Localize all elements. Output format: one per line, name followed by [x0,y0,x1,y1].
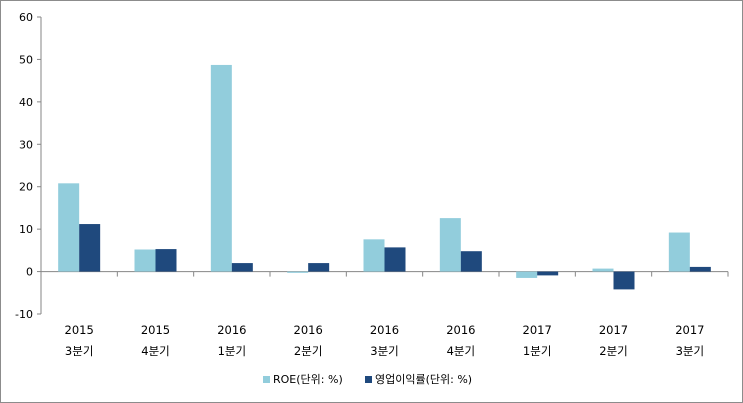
legend-swatch [263,376,270,383]
x-category-year-label: 2017 [599,323,628,337]
operating-margin-bar [308,263,330,272]
operating-margin-bar [231,263,253,272]
x-category-year-label: 2017 [523,323,552,337]
x-category-year-label: 2015 [65,323,94,337]
x-category-year-label: 2016 [370,323,399,337]
y-tick-label: 50 [19,53,33,66]
roe-bar [58,183,80,272]
operating-margin-bar [79,224,101,272]
x-category-quarter-label: 4분기 [447,344,475,358]
operating-margin-bar [613,271,635,290]
roe-bar [592,268,614,272]
y-tick-label: 20 [19,181,33,194]
x-category-quarter-label: 3분기 [676,344,704,358]
roe-bar [516,271,538,278]
roe-bar [668,232,690,272]
x-category-quarter-label: 2분기 [294,344,322,358]
operating-margin-bar [689,266,711,272]
legend-label: ROE(단위: %) [273,373,343,386]
legend-swatch [365,376,372,383]
legend-label: 영업이익률(단위: %) [375,373,472,386]
x-category-year-label: 2016 [446,323,475,337]
roe-bar [439,218,461,272]
operating-margin-bar [384,247,406,272]
operating-margin-bar [155,249,177,272]
operating-margin-bar [537,271,559,276]
operating-margin-bar [460,251,482,272]
y-tick-label: 10 [19,223,33,236]
y-tick-label: 60 [19,11,33,24]
x-category-year-label: 2016 [294,323,323,337]
x-category-quarter-label: 3분기 [65,344,93,358]
x-category-year-label: 2017 [675,323,704,337]
roe-bar [363,239,385,272]
y-tick-label: -10 [15,308,33,321]
x-category-quarter-label: 1분기 [523,344,551,358]
x-category-quarter-label: 4분기 [141,344,169,358]
x-category-year-label: 2016 [217,323,246,337]
y-tick-label: 0 [26,266,33,279]
roe-bar [134,249,156,272]
y-tick-label: 30 [19,138,33,151]
x-category-quarter-label: 2분기 [599,344,627,358]
y-tick-label: 40 [19,96,33,109]
roe-bar [210,64,232,272]
x-category-quarter-label: 3분기 [370,344,398,358]
roe-bar [287,271,309,273]
x-category-year-label: 2015 [141,323,170,337]
x-category-quarter-label: 1분기 [218,344,246,358]
